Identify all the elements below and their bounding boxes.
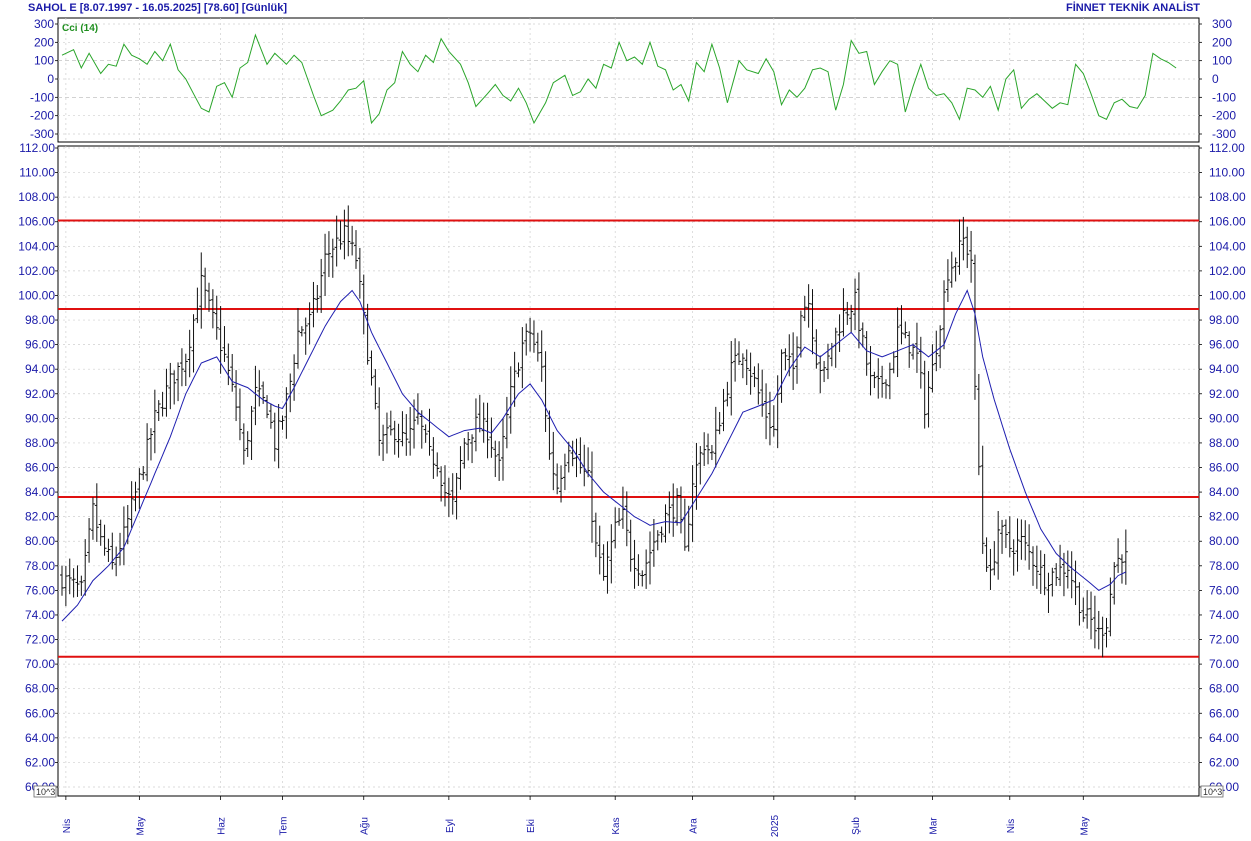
date-tick-label: Ağu bbox=[360, 817, 371, 835]
unit-box-right bbox=[1200, 785, 1224, 798]
price-tick-label: 108.00 bbox=[1209, 190, 1246, 204]
date-axis: Nis May Haz Tem Ağu Eyl Eki Kas Ara 2025 Şub Mar Nis… bbox=[62, 796, 1090, 837]
price-tick-label: 100.00 bbox=[1209, 288, 1246, 302]
date-tick-label: Şub bbox=[851, 817, 862, 835]
date-tick-label: Nis bbox=[62, 819, 73, 833]
ohlc-bars bbox=[60, 205, 1128, 658]
price-tick-label: 82.00 bbox=[25, 510, 55, 524]
price-tick-label: 68.00 bbox=[25, 682, 55, 696]
price-tick-label: 112.00 bbox=[19, 141, 55, 155]
date-tick-label: Haz bbox=[217, 817, 228, 835]
price-tick-label: 88.00 bbox=[25, 436, 55, 450]
price-tick-label: 76.00 bbox=[25, 583, 55, 597]
price-tick-label: 98.00 bbox=[1209, 313, 1239, 327]
price-tick-label: 86.00 bbox=[25, 461, 55, 475]
price-tick-label: 92.00 bbox=[1209, 387, 1239, 401]
price-tick-label: 112.00 bbox=[1209, 141, 1245, 155]
price-tick-label: 102.00 bbox=[18, 264, 55, 278]
price-right-axis: 112.00 110.00 108.00 106.00 104.00 102.00 100.… bbox=[1199, 141, 1246, 794]
horizontal-level-lines bbox=[58, 219, 1199, 658]
price-tick-label: 90.00 bbox=[25, 411, 55, 425]
price-tick-label: 108.00 bbox=[18, 190, 55, 204]
price-tick-label: 90.00 bbox=[1209, 411, 1239, 425]
price-tick-label: 78.00 bbox=[1209, 559, 1239, 573]
cci-left-axis: 300 200 100 0 -100 -200 -300 bbox=[30, 17, 58, 141]
cci-tick-label: 300 bbox=[1212, 17, 1232, 31]
cci-tick-label: -100 bbox=[1212, 90, 1236, 104]
price-tick-label: 76.00 bbox=[1209, 583, 1239, 597]
cci-tick-label: 0 bbox=[47, 72, 54, 86]
date-tick-label: Kas bbox=[611, 817, 622, 834]
price-tick-label: 94.00 bbox=[25, 362, 55, 376]
date-tick-label: Ara bbox=[689, 818, 700, 834]
cci-tick-label: 300 bbox=[34, 17, 54, 31]
cci-title: Cci (14) bbox=[62, 23, 98, 34]
chart-header-symbol: SAHOL E [8.07.1997 - 16.05.2025] [78.60]… bbox=[28, 2, 288, 14]
date-tick-label: Tem bbox=[279, 817, 290, 836]
price-tick-label: 70.00 bbox=[1209, 657, 1239, 671]
price-tick-label: 82.00 bbox=[1209, 510, 1239, 524]
price-tick-label: 106.00 bbox=[1209, 215, 1246, 229]
price-tick-label: 102.00 bbox=[1209, 264, 1246, 278]
price-tick-label: 96.00 bbox=[1209, 338, 1239, 352]
price-tick-label: 74.00 bbox=[25, 608, 55, 622]
unit-label-left: 10^3 bbox=[36, 787, 55, 797]
price-tick-label: 66.00 bbox=[25, 706, 55, 720]
price-tick-label: 80.00 bbox=[1209, 534, 1239, 548]
date-tick-label: Mar bbox=[928, 817, 939, 835]
price-tick-label: 92.00 bbox=[25, 387, 55, 401]
price-tick-label: 106.00 bbox=[18, 215, 55, 229]
moving-average-line bbox=[61, 289, 1127, 622]
date-tick-label: Nis bbox=[1006, 819, 1017, 833]
cci-tick-label: 100 bbox=[34, 54, 54, 68]
price-tick-label: 104.00 bbox=[18, 239, 55, 253]
cci-right-axis: 300 200 100 0 -100 -200 -300 bbox=[1199, 17, 1236, 141]
price-tick-label: 94.00 bbox=[1209, 362, 1239, 376]
price-tick-label: 84.00 bbox=[25, 485, 55, 499]
price-tick-label: 64.00 bbox=[1209, 731, 1239, 745]
price-tick-label: 62.00 bbox=[1209, 755, 1239, 769]
price-tick-label: 74.00 bbox=[1209, 608, 1239, 622]
cci-tick-label: 200 bbox=[34, 35, 54, 49]
cci-tick-label: 0 bbox=[1212, 72, 1219, 86]
cci-tick-label: 200 bbox=[1212, 35, 1232, 49]
price-tick-label: 110.00 bbox=[19, 166, 55, 180]
price-tick-label: 66.00 bbox=[1209, 706, 1239, 720]
date-tick-label: Eyl bbox=[445, 819, 456, 833]
unit-label-right: 10^3 bbox=[1203, 787, 1222, 797]
price-tick-label: 96.00 bbox=[25, 338, 55, 352]
cci-tick-label: -300 bbox=[30, 127, 54, 141]
date-tick-label: Eki bbox=[526, 819, 537, 833]
price-tick-label: 88.00 bbox=[1209, 436, 1239, 450]
price-tick-label: 84.00 bbox=[1209, 485, 1239, 499]
price-tick-label: 104.00 bbox=[1209, 239, 1246, 253]
date-tick-label: May bbox=[1079, 817, 1090, 836]
price-tick-label: 70.00 bbox=[25, 657, 55, 671]
price-tick-label: 110.00 bbox=[1209, 166, 1245, 180]
price-left-axis: 112.00 110.00 108.00 106.00 104.00 102.00 100.… bbox=[18, 141, 58, 794]
price-tick-label: 98.00 bbox=[25, 313, 55, 327]
cci-panel-frame bbox=[57, 17, 1200, 143]
unit-box-left bbox=[33, 785, 57, 798]
price-tick-label: 64.00 bbox=[25, 731, 55, 745]
price-tick-label: 68.00 bbox=[1209, 682, 1239, 696]
date-tick-label: May bbox=[135, 817, 146, 836]
cci-line bbox=[61, 33, 1177, 125]
chart-header-brand: FİNNET TEKNİK ANALİST bbox=[1065, 2, 1200, 14]
cci-tick-label: 100 bbox=[1212, 54, 1232, 68]
price-tick-label: 80.00 bbox=[25, 534, 55, 548]
price-tick-label: 78.00 bbox=[25, 559, 55, 573]
cci-tick-label: -200 bbox=[30, 109, 54, 123]
cci-tick-label: -300 bbox=[1212, 127, 1236, 141]
date-tick-label: 2025 bbox=[770, 814, 781, 837]
price-tick-label: 72.00 bbox=[25, 633, 55, 647]
price-panel-frame bbox=[57, 145, 1200, 797]
price-tick-label: 86.00 bbox=[1209, 461, 1239, 475]
price-tick-label: 62.00 bbox=[25, 755, 55, 769]
price-tick-label: 100.00 bbox=[18, 288, 55, 302]
cci-tick-label: -200 bbox=[1212, 109, 1236, 123]
price-tick-label: 72.00 bbox=[1209, 633, 1239, 647]
cci-tick-label: -100 bbox=[30, 90, 54, 104]
